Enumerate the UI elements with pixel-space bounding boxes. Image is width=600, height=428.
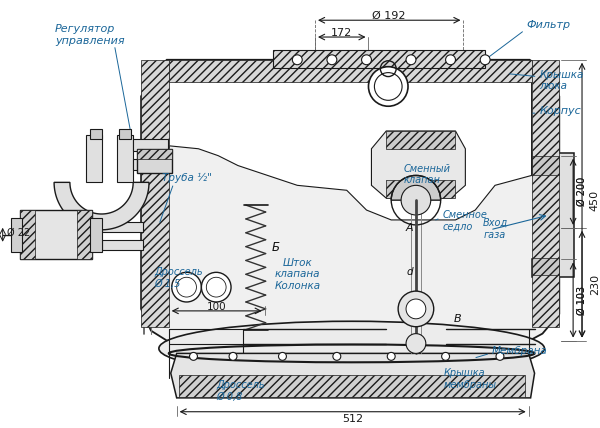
Polygon shape (371, 131, 466, 198)
Circle shape (327, 55, 337, 65)
Circle shape (406, 334, 426, 354)
Bar (89, 218, 101, 252)
Bar (89, 129, 101, 139)
Ellipse shape (159, 321, 544, 376)
Circle shape (496, 352, 504, 360)
Text: Регулятор
управления: Регулятор управления (55, 24, 125, 46)
Circle shape (401, 185, 431, 215)
Bar (386, 131, 455, 149)
Polygon shape (171, 354, 535, 398)
Text: 450: 450 (590, 190, 600, 211)
Wedge shape (391, 175, 440, 200)
Text: Сменное
седло: Сменное седло (443, 210, 487, 232)
Bar (137, 149, 172, 159)
Text: Ø 192: Ø 192 (373, 11, 406, 21)
Bar (169, 60, 532, 81)
Circle shape (278, 352, 286, 360)
Text: 512: 512 (342, 413, 363, 424)
Bar (118, 135, 133, 182)
Bar (532, 60, 559, 327)
Bar (119, 129, 131, 139)
Text: Дроссель
Ø 1,5: Дроссель Ø 1,5 (154, 268, 203, 289)
Polygon shape (169, 81, 532, 220)
Text: Шток
клапана
Колонка: Шток клапана Колонка (274, 258, 320, 291)
Text: Б: Б (272, 241, 280, 254)
Text: А: А (405, 223, 413, 233)
Text: Ø 103: Ø 103 (577, 285, 587, 315)
Circle shape (206, 277, 226, 297)
Polygon shape (532, 153, 574, 277)
Text: Ø 103: Ø 103 (577, 285, 587, 315)
Bar (532, 156, 559, 175)
Text: Фильтр: Фильтр (527, 20, 571, 30)
Bar (11, 218, 22, 252)
Text: Вход
газа: Вход газа (483, 218, 508, 240)
Bar (141, 60, 169, 327)
Text: В: В (454, 314, 461, 324)
Bar (179, 375, 524, 397)
Circle shape (202, 272, 231, 302)
Circle shape (368, 67, 408, 106)
Circle shape (333, 352, 341, 360)
Circle shape (374, 73, 402, 100)
Circle shape (442, 352, 449, 360)
Circle shape (172, 272, 202, 302)
Circle shape (229, 352, 237, 360)
Bar (137, 149, 172, 173)
Circle shape (398, 291, 434, 327)
Text: 172: 172 (331, 28, 352, 38)
Text: Корпус: Корпус (539, 106, 581, 116)
Circle shape (292, 55, 302, 65)
Text: Сменный
клапан: Сменный клапан (404, 163, 451, 185)
Text: Ø 200: Ø 200 (577, 177, 587, 206)
Circle shape (406, 55, 416, 65)
Circle shape (176, 277, 196, 297)
Circle shape (190, 352, 197, 360)
Polygon shape (54, 182, 149, 230)
Bar (101, 222, 143, 232)
Circle shape (362, 55, 371, 65)
Circle shape (387, 352, 395, 360)
Text: Ø 22: Ø 22 (7, 228, 30, 238)
Bar (20, 210, 92, 259)
Text: d: d (407, 268, 413, 277)
Text: 100: 100 (206, 302, 226, 312)
Text: Мембрана: Мембрана (492, 347, 548, 357)
Bar (386, 180, 455, 198)
Bar (101, 240, 143, 250)
Polygon shape (141, 60, 559, 341)
Text: Труба ½": Труба ½" (162, 172, 212, 183)
Bar (20, 210, 35, 259)
Text: Ø 200: Ø 200 (577, 177, 587, 206)
Bar (77, 210, 92, 259)
Text: 230: 230 (590, 273, 600, 295)
Bar (86, 135, 101, 182)
Bar (272, 50, 485, 68)
Circle shape (480, 55, 490, 65)
Text: Крышка
мембраны: Крышка мембраны (443, 368, 497, 390)
Bar (133, 159, 141, 170)
Circle shape (446, 55, 455, 65)
Bar (133, 139, 168, 151)
Text: Крышка
люка: Крышка люка (539, 70, 584, 91)
Bar (532, 258, 559, 275)
Text: Дроссель
Ø 0,8: Дроссель Ø 0,8 (216, 380, 265, 402)
Circle shape (406, 299, 426, 319)
